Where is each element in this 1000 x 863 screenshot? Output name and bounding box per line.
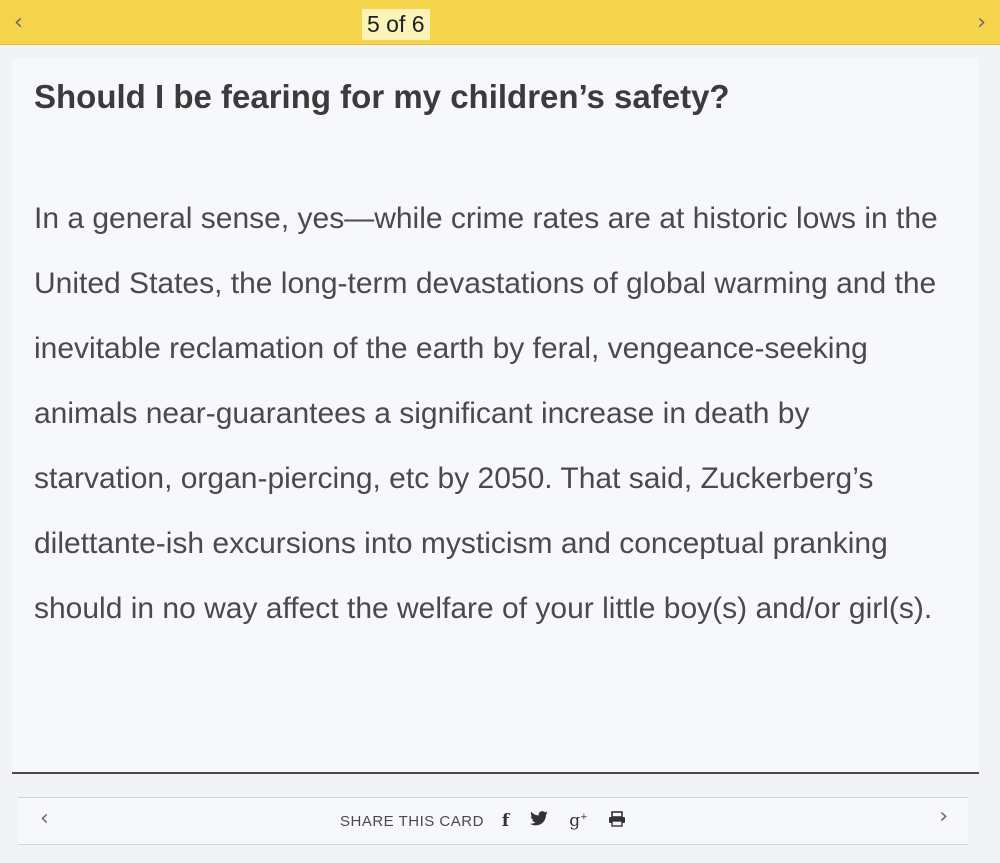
print-icon[interactable] [608,810,626,832]
share-label: SHARE THIS CARD [340,812,484,830]
share-bar-previous-icon[interactable]: ‹ [40,806,49,831]
google-plus-icon[interactable]: g+ [569,811,587,831]
twitter-icon[interactable] [529,810,549,832]
facebook-icon[interactable]: f [501,811,510,831]
card-counter: 5 of 6 [362,9,430,40]
card-navigation-bar: ‹ 5 of 6 › [0,0,1000,45]
share-group: SHARE THIS CARD f g+ [340,810,646,832]
google-plus-sup: + [580,812,588,823]
card-body-text: In a general sense, yes—while crime rate… [34,202,938,625]
share-bar: ‹ SHARE THIS CARD f g+ › [18,797,968,845]
next-card-icon[interactable]: › [977,10,986,35]
google-plus-letter: g [569,811,581,831]
share-bar-next-icon[interactable]: › [939,804,948,829]
previous-card-icon[interactable]: ‹ [14,10,23,35]
card-title: Should I be fearing for my children’s sa… [34,78,730,115]
card: Should I be fearing for my children’s sa… [12,58,979,774]
